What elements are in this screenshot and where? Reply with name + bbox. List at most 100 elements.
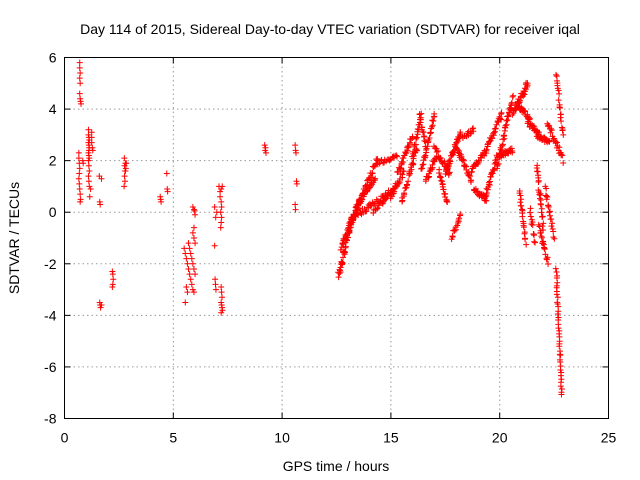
data-point: [547, 129, 554, 136]
data-point: [191, 207, 198, 214]
data-point: [212, 276, 219, 283]
data-point: [394, 153, 401, 160]
data-point: [335, 274, 342, 281]
data-point: [486, 138, 493, 145]
data-point: [467, 173, 474, 180]
data-point: [402, 185, 409, 192]
data-point: [109, 271, 116, 278]
data-point: [524, 82, 531, 89]
data-point: [372, 175, 379, 182]
data-point: [527, 205, 534, 212]
data-point: [553, 71, 560, 78]
data-point: [508, 101, 515, 108]
data-point: [164, 188, 171, 195]
data-point: [557, 114, 564, 121]
data-point: [427, 130, 434, 137]
data-point: [444, 199, 451, 206]
data-point: [413, 134, 420, 141]
data-point: [374, 205, 381, 212]
data-point: [439, 181, 446, 188]
data-point: [189, 286, 196, 293]
data-point: [375, 202, 382, 209]
data-point: [262, 144, 269, 151]
data-point: [393, 152, 400, 159]
x-tick-label: 0: [61, 430, 69, 446]
data-point: [470, 125, 477, 132]
data-point: [346, 227, 353, 234]
data-point: [76, 90, 83, 97]
data-point: [217, 224, 224, 231]
data-point: [446, 169, 453, 176]
data-point: [189, 260, 196, 267]
data-point: [189, 229, 196, 236]
data-point: [397, 164, 404, 171]
data-point: [444, 164, 451, 171]
data-point: [75, 175, 82, 182]
data-point: [186, 245, 193, 252]
data-point: [419, 161, 426, 168]
data-point: [399, 171, 406, 178]
data-point: [337, 246, 344, 253]
data-point: [556, 343, 563, 350]
data-point: [518, 196, 525, 203]
data-point: [353, 207, 360, 214]
data-point: [292, 201, 299, 208]
chart-title: Day 114 of 2015, Sidereal Day-to-day VTE…: [80, 21, 580, 37]
data-point: [158, 198, 165, 205]
data-point: [426, 134, 433, 141]
data-point: [529, 222, 536, 229]
data-point: [121, 178, 128, 185]
data-point: [97, 201, 104, 208]
data-point: [520, 224, 527, 231]
data-point: [545, 122, 552, 129]
data-point: [388, 193, 395, 200]
data-point: [211, 242, 218, 249]
data-point: [500, 136, 507, 143]
data-point: [559, 126, 566, 133]
data-point: [429, 161, 436, 168]
data-point: [86, 167, 93, 174]
data-point: [449, 233, 456, 240]
data-point: [357, 200, 364, 207]
data-point: [211, 204, 218, 211]
data-point: [76, 170, 83, 177]
data-point: [421, 137, 428, 144]
data-point: [557, 352, 564, 359]
y-tick-label: -2: [44, 256, 57, 272]
data-point: [262, 149, 269, 156]
data-point: [498, 109, 505, 116]
data-point: [553, 291, 560, 298]
data-point: [435, 147, 442, 154]
data-point: [76, 64, 83, 71]
data-point: [460, 157, 467, 164]
data-point: [414, 147, 421, 154]
data-point: [523, 241, 530, 248]
data-point: [447, 158, 454, 165]
data-point: [190, 289, 197, 296]
data-point: [442, 170, 449, 177]
data-point: [110, 276, 117, 283]
data-point: [192, 240, 199, 247]
data-point: [535, 177, 542, 184]
data-point: [163, 170, 170, 177]
data-point: [410, 161, 417, 168]
data-point: [184, 289, 191, 296]
data-point: [537, 190, 544, 197]
data-point: [192, 271, 199, 278]
data-point: [550, 228, 557, 235]
data-point: [445, 172, 452, 179]
data-point: [540, 220, 547, 227]
data-point: [77, 191, 84, 198]
data-point: [536, 223, 543, 230]
data-point: [519, 213, 526, 220]
data-point: [517, 192, 524, 199]
data-point: [75, 155, 82, 162]
data-point: [212, 281, 219, 288]
data-point: [499, 141, 506, 148]
data-point: [537, 229, 544, 236]
data-point: [509, 93, 516, 100]
data-point: [556, 104, 563, 111]
data-point: [185, 265, 192, 272]
data-point: [556, 90, 563, 97]
data-point: [497, 115, 504, 122]
